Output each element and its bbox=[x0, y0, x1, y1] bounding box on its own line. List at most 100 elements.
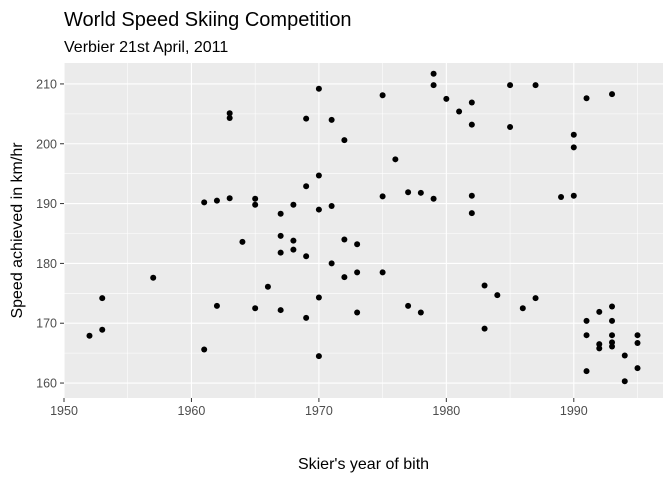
data-point bbox=[379, 193, 386, 200]
data-points bbox=[86, 70, 641, 385]
data-point bbox=[303, 314, 310, 321]
chart-subtitle: Verbier 21st April, 2011 bbox=[64, 39, 228, 56]
data-point bbox=[290, 201, 297, 208]
y-axis-title: Speed achieved in km/hr bbox=[9, 142, 26, 319]
data-point bbox=[405, 189, 412, 196]
data-point bbox=[417, 189, 424, 196]
data-point bbox=[277, 232, 284, 239]
data-point bbox=[583, 317, 590, 324]
data-point bbox=[328, 116, 335, 123]
data-point bbox=[252, 195, 259, 202]
data-point bbox=[303, 253, 310, 260]
data-point bbox=[596, 345, 603, 352]
data-point bbox=[570, 131, 577, 138]
data-point bbox=[328, 260, 335, 267]
data-point bbox=[443, 95, 450, 102]
data-point bbox=[507, 82, 514, 89]
data-point bbox=[99, 326, 106, 333]
data-point bbox=[468, 121, 475, 128]
data-point bbox=[532, 295, 539, 302]
y-tick-label: 170 bbox=[36, 317, 57, 331]
data-point bbox=[252, 305, 259, 312]
y-tick-label: 160 bbox=[36, 377, 57, 391]
x-tick-label: 1960 bbox=[178, 404, 206, 418]
data-point bbox=[290, 237, 297, 244]
data-point bbox=[315, 294, 322, 301]
data-point bbox=[609, 303, 616, 310]
y-tick-label: 180 bbox=[36, 257, 57, 271]
data-point bbox=[609, 332, 616, 339]
chart-title: World Speed Skiing Competition bbox=[64, 9, 352, 31]
data-point bbox=[609, 339, 616, 346]
data-point bbox=[583, 95, 590, 102]
gridlines bbox=[63, 63, 663, 398]
data-point bbox=[417, 309, 424, 316]
data-point bbox=[621, 352, 628, 359]
data-point bbox=[315, 172, 322, 179]
data-point bbox=[354, 269, 361, 276]
data-point bbox=[468, 210, 475, 217]
data-point bbox=[609, 317, 616, 324]
y-tick-label: 200 bbox=[36, 137, 57, 151]
data-point bbox=[315, 85, 322, 92]
axes: 1950 1960 1970 1980 1990 160 170 180 190 200 210 bbox=[36, 77, 588, 418]
data-point bbox=[430, 195, 437, 202]
data-point bbox=[519, 305, 526, 312]
data-point bbox=[328, 202, 335, 209]
data-point bbox=[481, 282, 488, 289]
data-point bbox=[583, 368, 590, 375]
data-point bbox=[201, 346, 208, 353]
data-point bbox=[86, 332, 93, 339]
data-point bbox=[341, 137, 348, 144]
data-point bbox=[405, 302, 412, 309]
data-point bbox=[430, 70, 437, 77]
data-point bbox=[277, 249, 284, 256]
data-point bbox=[354, 309, 361, 316]
data-point bbox=[303, 115, 310, 122]
data-point bbox=[226, 115, 233, 122]
data-point bbox=[430, 82, 437, 89]
data-point bbox=[609, 91, 616, 98]
data-point bbox=[303, 183, 310, 190]
data-point bbox=[456, 108, 463, 115]
data-point bbox=[507, 124, 514, 131]
data-point bbox=[277, 210, 284, 217]
data-point bbox=[558, 194, 565, 200]
data-point bbox=[226, 110, 233, 117]
x-tick-label: 1990 bbox=[560, 404, 588, 418]
data-point bbox=[494, 292, 501, 299]
data-point bbox=[213, 197, 220, 204]
data-point bbox=[468, 99, 475, 106]
data-point bbox=[341, 236, 348, 243]
data-point bbox=[150, 274, 157, 281]
data-point bbox=[239, 238, 246, 245]
data-point bbox=[468, 192, 475, 199]
data-point bbox=[583, 332, 590, 339]
data-point bbox=[277, 307, 284, 314]
y-tick-label: 210 bbox=[36, 77, 57, 91]
data-point bbox=[252, 201, 259, 208]
plot-panel bbox=[64, 63, 663, 398]
x-tick-label: 1970 bbox=[305, 404, 333, 418]
data-point bbox=[570, 192, 577, 199]
data-point bbox=[481, 325, 488, 332]
data-point bbox=[570, 144, 577, 151]
data-point bbox=[634, 332, 641, 339]
y-tick-label: 190 bbox=[36, 197, 57, 211]
data-point bbox=[532, 82, 539, 89]
data-point bbox=[341, 274, 348, 281]
x-axis-title: Skier's year of bith bbox=[298, 456, 429, 473]
data-point bbox=[264, 283, 271, 290]
data-point bbox=[392, 156, 399, 163]
data-point bbox=[226, 195, 233, 202]
data-point bbox=[634, 339, 641, 346]
data-point bbox=[315, 353, 322, 360]
data-point bbox=[621, 378, 628, 385]
x-tick-label: 1980 bbox=[432, 404, 460, 418]
data-point bbox=[379, 92, 386, 99]
data-point bbox=[99, 295, 106, 302]
x-tick-label: 1950 bbox=[50, 404, 78, 418]
data-point bbox=[634, 365, 641, 372]
data-point bbox=[379, 269, 386, 276]
